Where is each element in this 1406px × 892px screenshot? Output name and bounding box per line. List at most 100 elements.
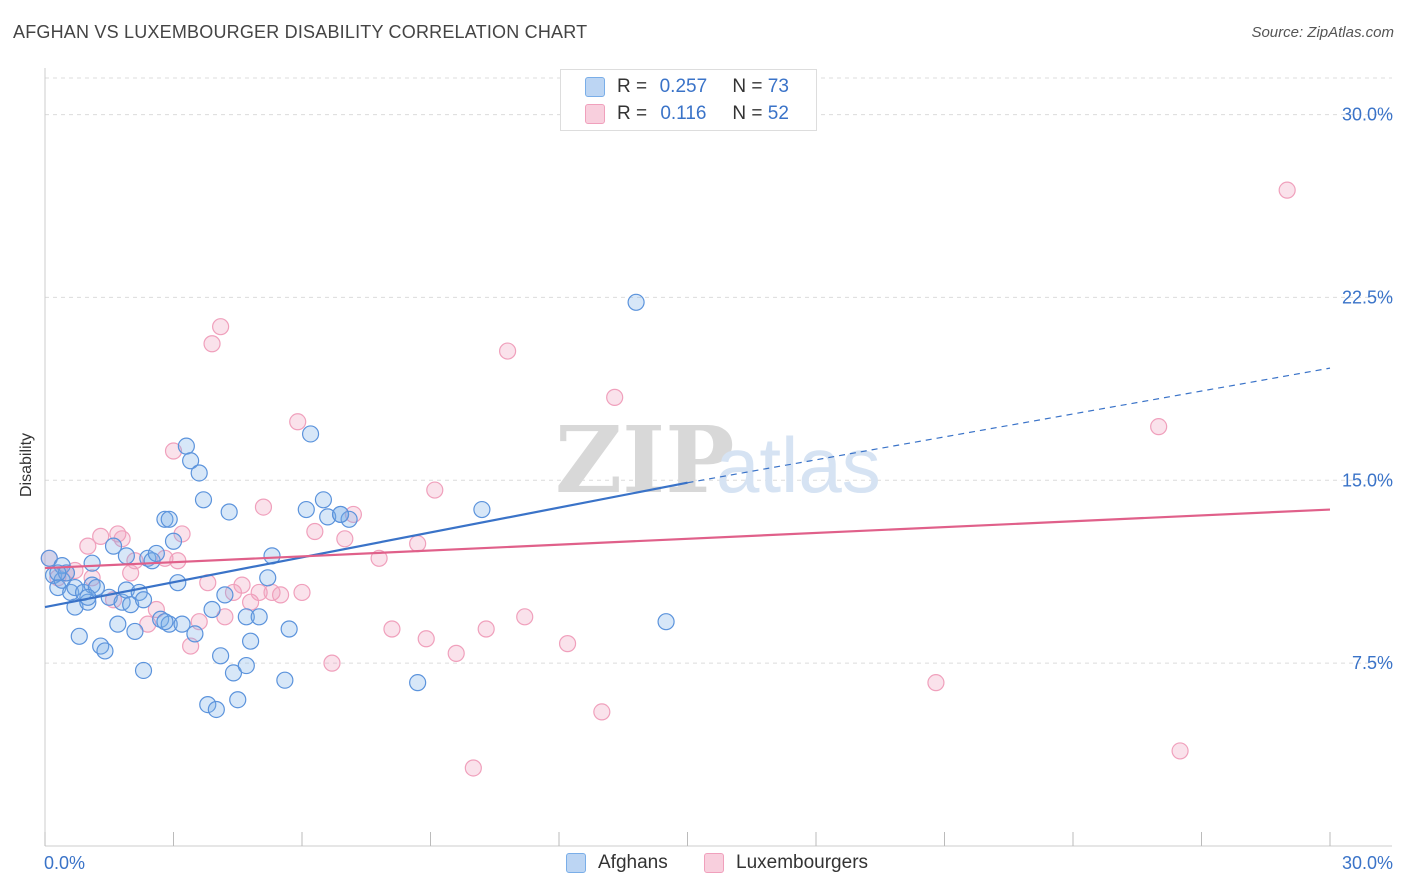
- legend-item-luxembourgers[interactable]: Luxembourgers: [704, 852, 868, 874]
- data-point-afghans: [182, 452, 200, 470]
- data-point-luxembourgers: [417, 630, 435, 648]
- y-tick-label: 15.0%: [1342, 470, 1393, 490]
- data-point-luxembourgers: [147, 600, 165, 619]
- data-point-luxembourgers: [216, 608, 234, 626]
- data-point-afghans: [301, 425, 320, 443]
- data-point-luxembourgers: [306, 522, 324, 541]
- data-point-afghans: [297, 500, 315, 519]
- trend-line-luxembourgers: [44, 508, 1331, 570]
- data-point-afghans: [156, 510, 174, 528]
- data-point-afghans: [224, 664, 243, 682]
- data-point-afghans: [199, 695, 217, 714]
- data-point-afghans: [220, 503, 238, 521]
- data-point-afghans: [657, 613, 675, 631]
- data-point-luxembourgers: [464, 759, 482, 777]
- data-point-afghans: [134, 661, 153, 680]
- data-point-luxembourgers: [1171, 742, 1189, 760]
- data-point-luxembourgers: [164, 442, 183, 460]
- source-label: Source: ZipAtlas.com: [1251, 24, 1394, 41]
- trend-lines: [44, 367, 1331, 609]
- r-value: 0.116: [660, 103, 707, 124]
- y-tick-label: 30.0%: [1342, 105, 1393, 125]
- data-point-afghans: [229, 691, 247, 709]
- data-point-afghans: [276, 671, 294, 689]
- data-point-afghans: [340, 510, 358, 528]
- n-value: 52: [767, 103, 789, 124]
- series-legend: Afghans Luxembourgers: [0, 852, 1406, 876]
- x-tick-label: 0.0%: [44, 853, 85, 873]
- data-point-luxembourgers: [254, 498, 273, 516]
- legend-label: Afghans: [598, 852, 668, 873]
- data-point-afghans: [66, 578, 84, 597]
- data-point-afghans: [109, 615, 127, 633]
- data-point-luxembourgers: [409, 535, 427, 553]
- grid-lines: [45, 77, 1392, 664]
- luxembourgers-points: [40, 181, 1296, 777]
- data-point-luxembourgers: [336, 530, 354, 548]
- data-point-afghans: [147, 544, 165, 563]
- data-point-afghans: [87, 578, 106, 597]
- data-point-luxembourgers: [271, 586, 290, 604]
- data-point-luxembourgers: [139, 615, 157, 633]
- data-point-afghans: [250, 608, 268, 626]
- data-point-afghans: [212, 647, 230, 665]
- stats-row-afghans: R = 0.257 N = 73: [585, 76, 789, 98]
- data-point-afghans: [259, 569, 277, 587]
- trend-line-afghans-extension: [687, 367, 1331, 484]
- y-tick-label: 7.5%: [1352, 653, 1393, 673]
- data-point-afghans: [473, 500, 491, 519]
- data-point-afghans: [331, 505, 350, 524]
- data-point-afghans: [237, 656, 255, 675]
- data-point-afghans: [319, 508, 337, 526]
- n-value: 73: [767, 76, 789, 97]
- data-point-afghans: [49, 564, 67, 582]
- tick-labels: 7.5% 15.0% 22.5% 30.0% 0.0% 30.0%: [44, 105, 1393, 873]
- data-point-luxembourgers: [233, 576, 251, 594]
- y-axis-label: Disability: [18, 432, 35, 497]
- luxembourgers-swatch: [704, 853, 724, 873]
- data-point-luxembourgers: [1278, 181, 1296, 199]
- data-point-afghans: [83, 554, 101, 572]
- chart-title: AFGHAN VS LUXEMBOURGER DISABILITY CORREL…: [13, 22, 588, 42]
- luxembourgers-swatch: [585, 104, 605, 124]
- data-point-afghans: [194, 491, 213, 509]
- data-point-afghans: [280, 620, 298, 638]
- data-point-luxembourgers: [79, 537, 97, 555]
- data-point-luxembourgers: [323, 654, 341, 672]
- data-point-luxembourgers: [370, 549, 388, 567]
- watermark-atlas: atlas: [716, 421, 881, 509]
- watermark: ZIP atlas: [555, 406, 881, 514]
- data-point-afghans: [96, 642, 114, 660]
- x-tick-label: 30.0%: [1342, 853, 1393, 873]
- data-point-afghans: [190, 464, 208, 482]
- data-point-luxembourgers: [203, 335, 221, 353]
- data-point-luxembourgers: [499, 342, 517, 360]
- data-point-afghans: [122, 596, 140, 614]
- data-point-afghans: [627, 293, 645, 311]
- data-point-afghans: [40, 549, 58, 567]
- data-point-afghans: [216, 586, 234, 604]
- data-point-luxembourgers: [927, 674, 945, 692]
- data-point-afghans: [173, 615, 191, 633]
- afghans-swatch: [566, 853, 586, 873]
- trend-line-afghans: [44, 481, 688, 609]
- data-point-afghans: [242, 632, 260, 650]
- data-point-luxembourgers: [606, 388, 624, 406]
- data-point-afghans: [164, 532, 183, 550]
- stats-legend: R = 0.257 N = 73 R = 0.116 N = 52: [560, 69, 817, 131]
- legend-item-afghans[interactable]: Afghans: [566, 852, 668, 874]
- data-point-afghans: [156, 613, 174, 631]
- r-label: R =: [617, 76, 648, 97]
- axes: [44, 68, 1392, 847]
- watermark-zip: ZIP: [555, 406, 734, 514]
- data-point-afghans: [104, 537, 123, 555]
- data-point-afghans: [70, 627, 88, 645]
- data-point-luxembourgers: [212, 318, 230, 336]
- r-label: R =: [617, 103, 648, 124]
- data-point-luxembourgers: [593, 703, 611, 721]
- afghans-swatch: [585, 77, 605, 97]
- data-point-afghans: [207, 700, 225, 719]
- r-value: 0.257: [659, 76, 708, 97]
- data-point-luxembourgers: [83, 569, 101, 587]
